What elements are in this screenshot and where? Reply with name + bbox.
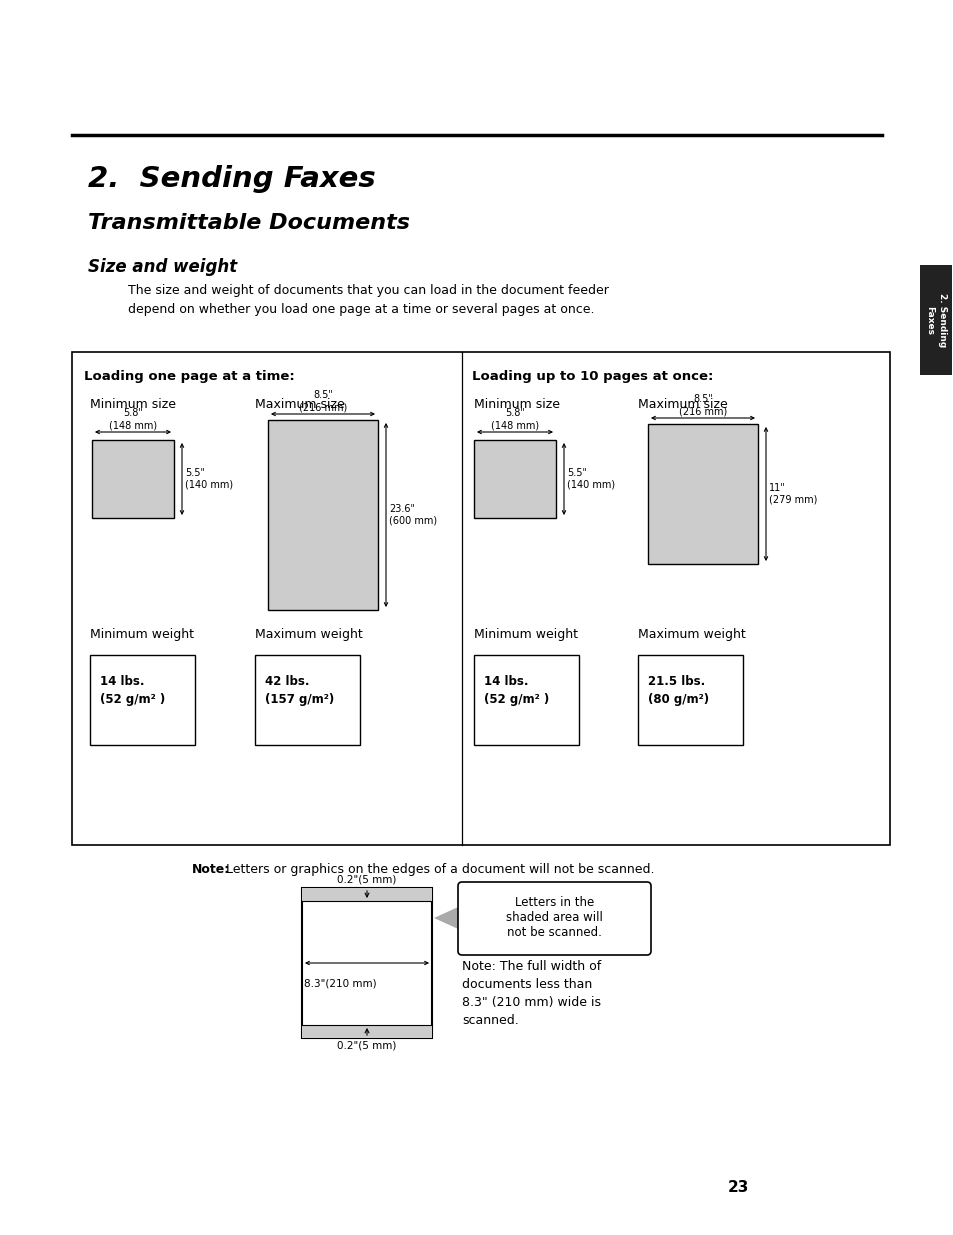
Bar bbox=[254, 655, 359, 745]
Bar bbox=[474, 440, 556, 517]
Text: 5.5"
(140 mm): 5.5" (140 mm) bbox=[566, 468, 615, 490]
FancyBboxPatch shape bbox=[457, 882, 650, 955]
Text: Loading one page at a time:: Loading one page at a time: bbox=[84, 370, 294, 383]
Bar bbox=[302, 888, 432, 902]
Text: Maximum weight: Maximum weight bbox=[638, 629, 745, 641]
Text: 42 lbs.
(157 g/m²): 42 lbs. (157 g/m²) bbox=[265, 676, 334, 706]
Text: Letters in the
shaded area will
not be scanned.: Letters in the shaded area will not be s… bbox=[505, 897, 602, 939]
Bar bbox=[474, 655, 578, 745]
Text: 23: 23 bbox=[727, 1179, 749, 1195]
Text: 5.8"
(148 mm): 5.8" (148 mm) bbox=[109, 409, 157, 430]
Bar bbox=[90, 655, 194, 745]
Text: Note: The full width of
documents less than
8.3" (210 mm) wide is
scanned.: Note: The full width of documents less t… bbox=[461, 960, 600, 1028]
Bar bbox=[302, 888, 432, 1037]
Text: 21.5 lbs.
(80 g/m²): 21.5 lbs. (80 g/m²) bbox=[647, 676, 708, 706]
Text: 23.6"
(600 mm): 23.6" (600 mm) bbox=[389, 504, 436, 526]
Text: 5.8"
(148 mm): 5.8" (148 mm) bbox=[491, 409, 538, 430]
Text: 8.5"
(216 mm): 8.5" (216 mm) bbox=[298, 390, 347, 412]
Text: Minimum size: Minimum size bbox=[474, 398, 559, 411]
Text: Loading up to 10 pages at once:: Loading up to 10 pages at once: bbox=[472, 370, 713, 383]
Text: 0.2"(5 mm): 0.2"(5 mm) bbox=[337, 876, 396, 885]
Text: Maximum weight: Maximum weight bbox=[254, 629, 362, 641]
Text: 11"
(279 mm): 11" (279 mm) bbox=[768, 483, 817, 505]
Bar bbox=[647, 424, 758, 564]
Text: Transmittable Documents: Transmittable Documents bbox=[88, 212, 410, 233]
Text: Note:: Note: bbox=[192, 863, 230, 876]
Text: 2.  Sending Faxes: 2. Sending Faxes bbox=[88, 165, 375, 193]
Bar bbox=[302, 1025, 432, 1037]
Text: 0.2"(5 mm): 0.2"(5 mm) bbox=[337, 1041, 396, 1051]
Text: 5.5"
(140 mm): 5.5" (140 mm) bbox=[185, 468, 233, 490]
Text: Maximum size: Maximum size bbox=[638, 398, 727, 411]
Text: The size and weight of documents that you can load in the document feeder
depend: The size and weight of documents that yo… bbox=[128, 284, 608, 316]
Text: Minimum size: Minimum size bbox=[90, 398, 175, 411]
Text: 2. Sending
Faxes: 2. Sending Faxes bbox=[924, 293, 945, 347]
Text: Minimum weight: Minimum weight bbox=[474, 629, 578, 641]
Text: 8.5"
(216 mm): 8.5" (216 mm) bbox=[679, 394, 726, 416]
Bar bbox=[268, 420, 377, 610]
Bar bbox=[919, 266, 951, 375]
Text: Maximum size: Maximum size bbox=[254, 398, 344, 411]
Text: 14 lbs.
(52 g/m² ): 14 lbs. (52 g/m² ) bbox=[100, 676, 165, 706]
Text: Letters or graphics on the edges of a document will not be scanned.: Letters or graphics on the edges of a do… bbox=[222, 863, 654, 876]
Text: 14 lbs.
(52 g/m² ): 14 lbs. (52 g/m² ) bbox=[483, 676, 549, 706]
Bar bbox=[638, 655, 742, 745]
Text: 8.3"(210 mm): 8.3"(210 mm) bbox=[304, 978, 376, 988]
Text: Minimum weight: Minimum weight bbox=[90, 629, 193, 641]
Bar bbox=[91, 440, 173, 517]
Polygon shape bbox=[434, 903, 467, 932]
Text: Size and weight: Size and weight bbox=[88, 258, 237, 275]
Bar bbox=[71, 352, 889, 845]
